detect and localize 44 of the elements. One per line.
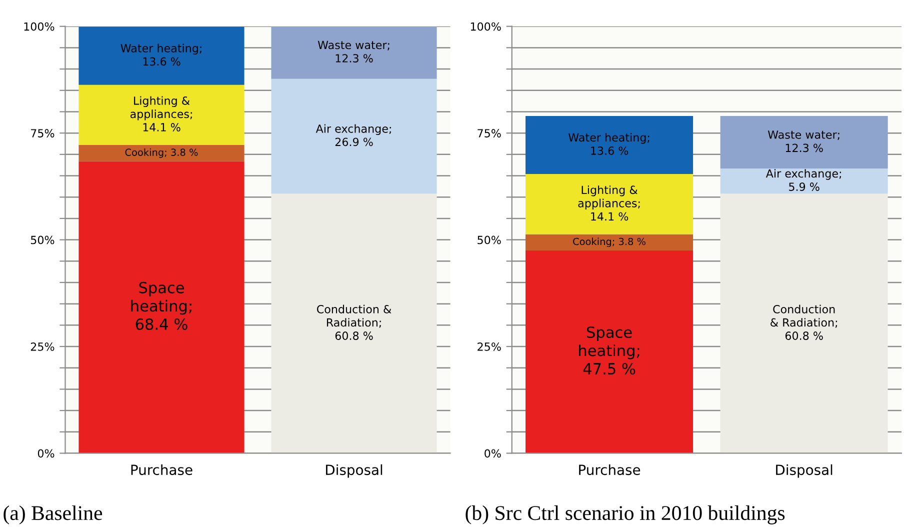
data-label: Cooking; 3.8 %	[573, 238, 646, 248]
data-label: Water heating; 13.6 %	[120, 44, 202, 66]
data-label: Lighting & appliances; 14.1 %	[130, 96, 192, 132]
bar	[78, 145, 244, 162]
data-label: Conduction & Radiation; 60.8 %	[770, 304, 838, 340]
data-label: Air exchange; 5.9 %	[766, 169, 841, 191]
bar	[78, 161, 244, 454]
x-tick-label: Purchase	[131, 464, 192, 476]
bar	[78, 84, 244, 146]
bar	[526, 234, 694, 250]
data-label: Conduction & Radiation; 60.8 %	[317, 304, 392, 340]
y-tick-label: 25%	[478, 342, 501, 351]
y-tick-label: 25%	[30, 342, 54, 351]
y-tick-label: 0%	[484, 449, 501, 458]
bar	[271, 26, 437, 79]
y-tick-label: 100%	[24, 22, 54, 31]
y-tick-label: 50%	[30, 236, 54, 244]
data-label: Space heating; 68.4 %	[131, 282, 192, 330]
text: (a) Baseline	[4, 505, 102, 524]
bar	[526, 116, 694, 174]
bar	[720, 168, 888, 194]
y-tick-label: 0%	[38, 449, 54, 458]
x-tick-label: Disposal	[776, 464, 832, 478]
bar	[720, 116, 888, 168]
data-label: Lighting & appliances; 14.1 %	[578, 185, 640, 221]
bar	[271, 194, 437, 454]
bar	[720, 194, 888, 454]
text: (b) Src Ctrl scenario in 2010 buildings	[466, 505, 785, 524]
y-tick-label: 75%	[31, 129, 54, 138]
bar	[271, 78, 437, 194]
bar	[526, 174, 694, 234]
data-label: Waste water; 12.3 %	[768, 130, 840, 152]
data-label: Air exchange; 26.9 %	[316, 124, 391, 146]
data-label: Space heating; 47.5 %	[579, 326, 640, 375]
bar	[78, 26, 244, 85]
bar	[526, 250, 694, 454]
data-label: Cooking; 3.8 %	[125, 148, 198, 158]
y-tick-label: 75%	[478, 129, 501, 138]
data-label: Waste water; 12.3 %	[318, 40, 390, 62]
y-tick-label: 50%	[478, 236, 501, 244]
y-tick-label: 100%	[470, 22, 501, 31]
x-tick-label: Purchase	[579, 464, 640, 476]
data-label: Water heating; 13.6 %	[568, 133, 650, 155]
x-tick-label: Disposal	[326, 464, 382, 478]
